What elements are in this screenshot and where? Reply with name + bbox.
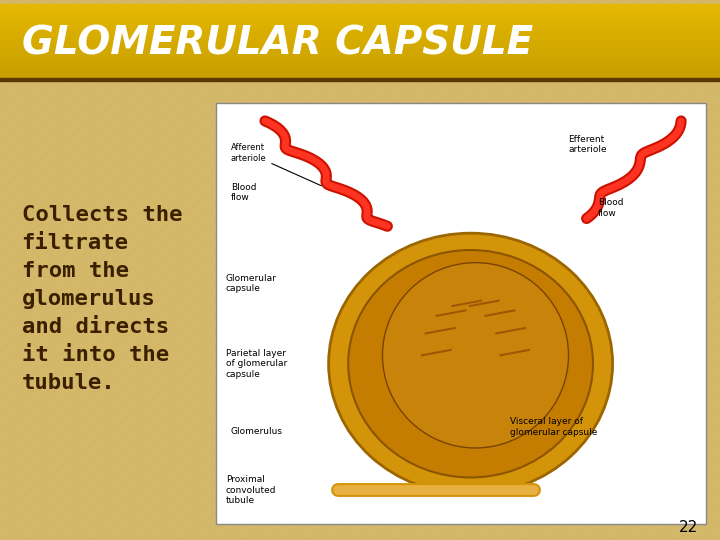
Ellipse shape — [382, 262, 569, 448]
Text: Parietal layer
of glomerular
capsule: Parietal layer of glomerular capsule — [226, 349, 287, 379]
Ellipse shape — [348, 250, 593, 477]
Bar — [0, 6, 720, 10]
Bar — [0, 26, 720, 30]
Bar — [0, 56, 720, 59]
Bar — [0, 70, 720, 73]
Bar — [0, 33, 720, 37]
Bar — [0, 24, 720, 27]
Bar — [0, 60, 720, 64]
Bar — [0, 19, 720, 22]
Bar — [0, 43, 720, 47]
Text: Glomerulus: Glomerulus — [230, 427, 283, 436]
Text: 22: 22 — [679, 519, 698, 535]
Bar — [0, 48, 720, 51]
Bar — [0, 36, 720, 39]
FancyBboxPatch shape — [216, 103, 706, 524]
Bar — [0, 75, 720, 78]
Bar — [0, 53, 720, 56]
Bar — [0, 65, 720, 69]
Bar — [0, 14, 720, 17]
Bar — [0, 68, 720, 71]
Bar — [0, 63, 720, 66]
Text: Afferent
arteriole: Afferent arteriole — [230, 144, 321, 186]
Bar — [0, 51, 720, 54]
Bar — [0, 58, 720, 61]
Bar — [0, 78, 720, 81]
Bar — [0, 40, 720, 44]
Text: Blood
flow: Blood flow — [230, 183, 256, 202]
Bar — [0, 31, 720, 35]
Bar — [0, 29, 720, 32]
Bar — [0, 45, 720, 49]
Text: Collects the
filtrate
from the
glomerulus
and directs
it into the
tubule.: Collects the filtrate from the glomerulu… — [22, 205, 182, 393]
Bar — [0, 72, 720, 76]
Bar — [0, 4, 720, 8]
Bar — [0, 16, 720, 20]
Text: Efferent
arteriole: Efferent arteriole — [569, 135, 607, 154]
Bar — [0, 38, 720, 42]
Bar — [0, 9, 720, 12]
Bar — [0, 11, 720, 15]
Ellipse shape — [328, 233, 613, 494]
Bar — [0, 21, 720, 25]
Text: Visceral layer of
glomerular capsule: Visceral layer of glomerular capsule — [510, 417, 597, 437]
Text: Glomerular
capsule: Glomerular capsule — [226, 274, 276, 293]
Text: GLOMERULAR CAPSULE: GLOMERULAR CAPSULE — [22, 24, 533, 62]
Text: Proximal
convoluted
tubule: Proximal convoluted tubule — [226, 475, 276, 505]
Text: Blood
flow: Blood flow — [598, 198, 624, 218]
